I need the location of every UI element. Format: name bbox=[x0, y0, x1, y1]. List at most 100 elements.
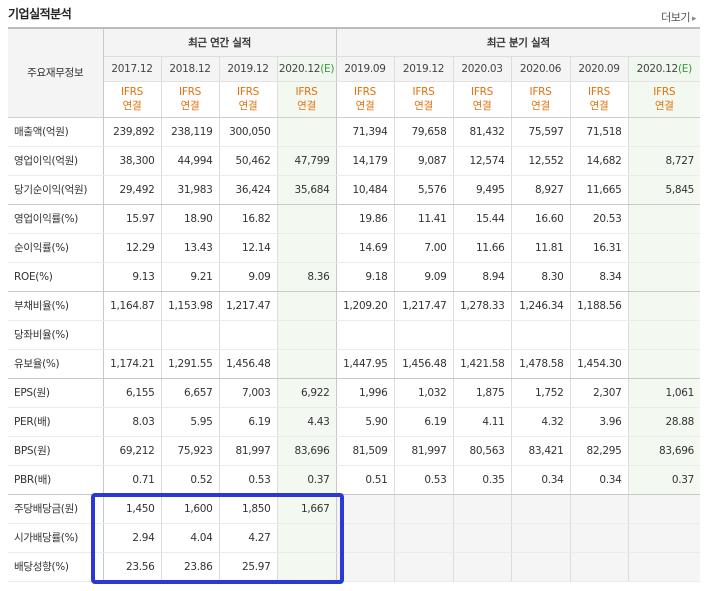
table-cell: 1,153.98 bbox=[161, 291, 220, 321]
table-cell: 28.88 bbox=[628, 407, 700, 437]
corner-header: 주요재무정보 bbox=[8, 27, 104, 118]
table-cell: 83,696 bbox=[628, 436, 700, 466]
table-cell: 1,421.58 bbox=[453, 349, 512, 379]
table-cell: 9.09 bbox=[219, 262, 278, 292]
period-label: 2020.03 bbox=[461, 62, 503, 75]
table-cell: 44,994 bbox=[161, 146, 220, 176]
table-cell: 16.82 bbox=[219, 204, 278, 234]
table-cell bbox=[628, 320, 700, 350]
table-cell: 1,164.87 bbox=[103, 291, 162, 321]
table-cell: 4.11 bbox=[453, 407, 512, 437]
table-cell: 11.81 bbox=[511, 233, 571, 263]
table-cell bbox=[511, 523, 571, 553]
table-cell: 12.29 bbox=[103, 233, 162, 263]
table-cell: 20.53 bbox=[570, 204, 629, 234]
table-cell: 15.97 bbox=[103, 204, 162, 234]
ifrs-label: IFRS bbox=[653, 86, 676, 98]
table-cell: 1,600 bbox=[161, 494, 220, 524]
table-cell: 1,032 bbox=[394, 378, 454, 408]
row-label: 당기순이익(억원) bbox=[8, 175, 104, 205]
period-header: 2017.12 bbox=[103, 56, 162, 82]
table-row: BPS(원) 69,212 75,923 81,997 83,696 81,509 81,9… bbox=[8, 436, 700, 466]
table-cell: 16.31 bbox=[570, 233, 629, 263]
table-cell bbox=[394, 552, 454, 582]
table-cell: 0.37 bbox=[628, 465, 700, 495]
table-cell: 1,752 bbox=[511, 378, 571, 408]
ifrs-header: IFRS 연결 bbox=[394, 81, 454, 118]
table-cell: 19.86 bbox=[336, 204, 395, 234]
table-cell bbox=[103, 320, 162, 350]
table-cell: 1,667 bbox=[277, 494, 337, 524]
table-cell: 0.52 bbox=[161, 465, 220, 495]
table-cell bbox=[394, 523, 454, 553]
table-cell bbox=[277, 523, 337, 553]
table-cell: 0.53 bbox=[394, 465, 454, 495]
financial-table: 주요재무정보 최근 연간 실적 최근 분기 실적 2017.12 2018.12 2… bbox=[8, 27, 700, 582]
ifrs-header: IFRS 연결 bbox=[161, 81, 220, 118]
period-header: 2020.09 bbox=[570, 56, 629, 82]
consolidated-label: 연결 bbox=[355, 100, 375, 112]
table-cell: 71,518 bbox=[570, 117, 629, 147]
table-cell: 82,295 bbox=[570, 436, 629, 466]
table-cell: 71,394 bbox=[336, 117, 395, 147]
table-cell: 1,850 bbox=[219, 494, 278, 524]
table-cell: 23.56 bbox=[103, 552, 162, 582]
table-cell: 4.32 bbox=[511, 407, 571, 437]
estimate-mark: (E) bbox=[677, 62, 692, 75]
table-cell bbox=[570, 552, 629, 582]
table-cell bbox=[511, 320, 571, 350]
table-row: 부채비율(%) 1,164.87 1,153.98 1,217.47 1,209.20 1… bbox=[8, 291, 700, 321]
table-cell: 0.37 bbox=[277, 465, 337, 495]
table-row: 순이익률(%) 12.29 13.43 12.14 14.69 7.00 11.66 11.8… bbox=[8, 233, 700, 263]
table-cell bbox=[628, 204, 700, 234]
table-cell bbox=[277, 291, 337, 321]
table-cell: 29,492 bbox=[103, 175, 162, 205]
period-header: 2019.12 bbox=[219, 56, 278, 82]
table-cell: 9.21 bbox=[161, 262, 220, 292]
table-cell: 81,997 bbox=[394, 436, 454, 466]
table-cell bbox=[628, 233, 700, 263]
more-label: 더보기 bbox=[661, 11, 690, 24]
row-label: 당좌비율(%) bbox=[8, 320, 104, 350]
table-row: 매출액(억원) 239,892 238,119 300,050 71,394 79,658… bbox=[8, 117, 700, 147]
period-label: 2020.12 bbox=[636, 62, 679, 75]
table-cell: 7.00 bbox=[394, 233, 454, 263]
period-header: 2020.12(E) bbox=[277, 56, 337, 82]
table-cell: 38,300 bbox=[103, 146, 162, 176]
ifrs-label: IFRS bbox=[588, 86, 610, 98]
more-link[interactable]: 더보기 ▸ bbox=[661, 9, 696, 25]
table-cell bbox=[628, 117, 700, 147]
table-cell bbox=[628, 552, 700, 582]
table-row: 배당성향(%) 23.56 23.86 25.97 bbox=[8, 552, 700, 582]
ifrs-header: IFRS 연결 bbox=[453, 81, 512, 118]
table-cell: 75,923 bbox=[161, 436, 220, 466]
table-cell: 3.96 bbox=[570, 407, 629, 437]
ifrs-header: IFRS 연결 bbox=[511, 81, 571, 118]
table-cell: 4.43 bbox=[277, 407, 337, 437]
table-cell: 8,927 bbox=[511, 175, 571, 205]
ifrs-label: IFRS bbox=[179, 86, 201, 98]
table-cell bbox=[570, 320, 629, 350]
ifrs-header: IFRS 연결 bbox=[336, 81, 395, 118]
consolidated-label: 연결 bbox=[654, 100, 674, 112]
quarter-group-header: 최근 분기 실적 bbox=[336, 27, 700, 57]
table-cell: 23.86 bbox=[161, 552, 220, 582]
row-label: PBR(배) bbox=[8, 465, 104, 495]
row-label: 유보율(%) bbox=[8, 349, 104, 379]
table-cell: 31,983 bbox=[161, 175, 220, 205]
row-label: 부채비율(%) bbox=[8, 291, 104, 321]
period-label: 2019.12 bbox=[402, 62, 445, 75]
table-cell: 14.69 bbox=[336, 233, 395, 263]
consolidated-label: 연결 bbox=[472, 100, 492, 112]
table-cell: 8,727 bbox=[628, 146, 700, 176]
ifrs-label: IFRS bbox=[121, 86, 143, 98]
table-cell: 16.60 bbox=[511, 204, 571, 234]
table-cell bbox=[336, 523, 395, 553]
table-cell bbox=[453, 320, 512, 350]
period-header: 2019.12 bbox=[394, 56, 454, 82]
period-header: 2019.09 bbox=[336, 56, 395, 82]
row-label: 영업이익률(%) bbox=[8, 204, 104, 234]
table-cell: 0.71 bbox=[103, 465, 162, 495]
table-cell: 81,432 bbox=[453, 117, 512, 147]
ifrs-label: IFRS bbox=[354, 86, 376, 98]
